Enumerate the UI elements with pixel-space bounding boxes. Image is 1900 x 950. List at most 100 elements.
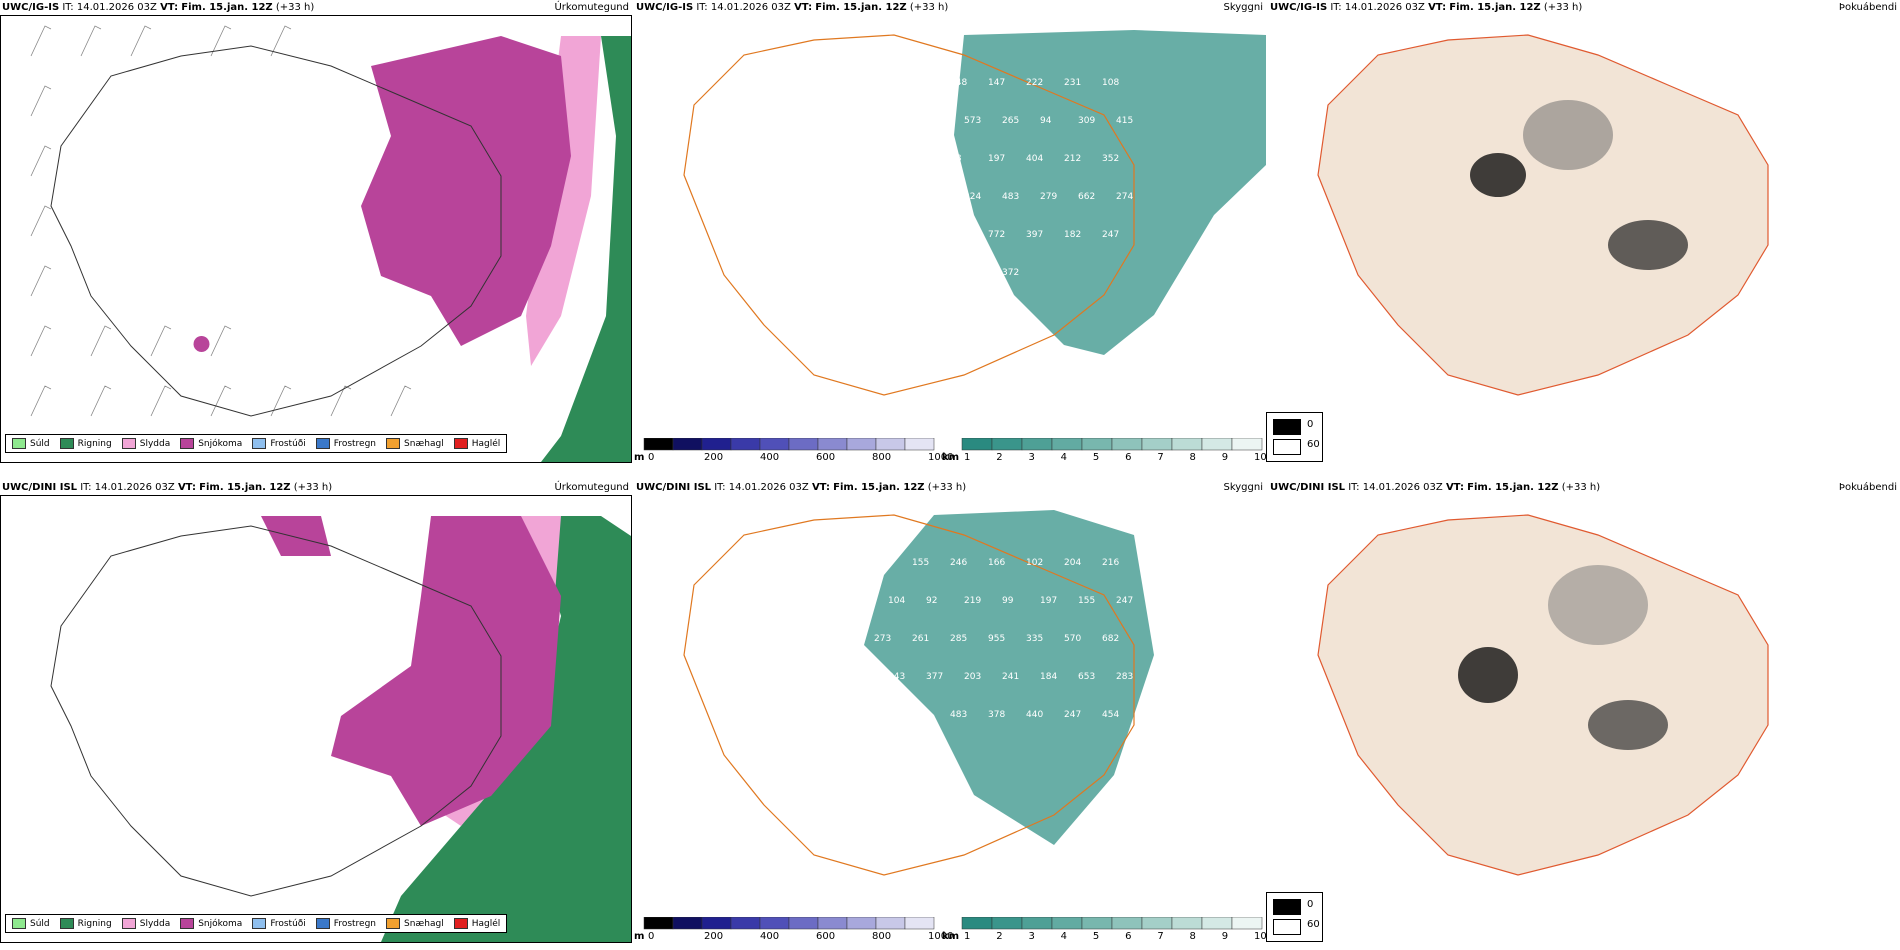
colorbar-svg (643, 917, 1263, 930)
visibility-map: 570 150 248 147 222 231 108 463 651 573 265 94 309 41… (634, 15, 1266, 463)
fog-spot (1548, 565, 1648, 645)
visibility-field (954, 30, 1266, 355)
colorbar-tick: 9 (1221, 452, 1229, 463)
fog-spot (1608, 220, 1688, 270)
cloud-base-value: 450 (964, 268, 981, 278)
colorbar-tick: 6 (1125, 452, 1132, 463)
cloud-base-value: 247 (1116, 596, 1133, 606)
colorbar-tick: 1000 (928, 931, 954, 942)
cloud-colorbar (643, 917, 935, 930)
colorbar-segment (788, 438, 819, 451)
precip-legend: Súld Rigning Slydda Snjókoma Frostúði Fr… (5, 914, 508, 933)
cloud-base-value: 283 (1116, 672, 1133, 682)
vis-unit: km (942, 452, 960, 463)
cloud-colorbar (643, 438, 935, 451)
legend-item: Slydda (121, 438, 170, 449)
colorbar-tick: 10 (1254, 452, 1267, 463)
cloud-base-value: 203 (964, 672, 981, 682)
cloud-base-value: 483 (1002, 192, 1019, 202)
visibility-map-canvas: 163 155 246 166 102 204 216 104 92 219 99 197 155 247… (683, 510, 1154, 876)
colorbar-tick: 4 (1060, 452, 1068, 463)
colorbar-tick: 2 (996, 452, 1003, 463)
precip-map: Súld Rigning Slydda Snjókoma Frostúði Fr… (0, 495, 632, 943)
colorbar-tick: 7 (1157, 452, 1164, 463)
precip-map-canvas (30, 25, 631, 462)
legend-item: Frostúði (252, 438, 306, 449)
cloud-base-value: 92 (926, 596, 937, 606)
visibility-field (864, 510, 1154, 845)
cloud-base-value: 440 (1026, 710, 1043, 720)
cloud-base-value: 155 (1078, 596, 1095, 606)
colorbar-tick: 200 (704, 452, 724, 463)
fog-spot (1588, 700, 1668, 750)
colorbar-segment (991, 438, 1023, 451)
colorbar-segment (1051, 438, 1083, 451)
legend-item: Rigning (59, 438, 112, 449)
panel-title: Úrkomutegund (554, 2, 629, 13)
cloud-base-value: 415 (1116, 116, 1133, 126)
colorbar-segment (991, 917, 1023, 930)
cloud-base-value: 182 (1064, 230, 1081, 240)
colorbar-segment (672, 438, 703, 451)
panel-header: UWC/IG-IS IT: 14.01.2026 03Z VT: Fim. 15… (636, 2, 949, 13)
legend-item: Frostregn (315, 438, 376, 449)
colorbar-segment (904, 917, 935, 930)
colorbar-segment (643, 917, 674, 930)
cloud-base-value: 150 (912, 78, 929, 88)
snow-area (361, 36, 571, 346)
colorbar-tick: 600 (816, 452, 836, 463)
cloud-base-value: 682 (1102, 634, 1119, 644)
colorbar-segment (1201, 438, 1233, 451)
colorbar-segment (1171, 917, 1203, 930)
colorbar-segment (701, 438, 732, 451)
colorbar-tick: 5 (1092, 931, 1100, 942)
colorbar-segment (1231, 917, 1263, 930)
colorbar-segment (701, 917, 732, 930)
fog-legend: 0 60 (1266, 892, 1323, 942)
precip-map: Súld Rigning Slydda Snjókoma Frostúði Fr… (0, 15, 632, 463)
cloud-base-value: 95 (874, 230, 885, 240)
panel-header: UWC/DINI ISL IT: 14.01.2026 03Z VT: Fim.… (2, 482, 333, 493)
fog-map (1268, 15, 1900, 463)
cloud-base-value: 334 (888, 268, 905, 278)
cloud-base-value: 273 (874, 634, 891, 644)
cloud-base-value: 772 (988, 230, 1005, 240)
cloud-base-value: 94 (1040, 116, 1052, 126)
legend-item: Snæhagl (386, 438, 444, 449)
cloud-base-value: 247 (1064, 710, 1081, 720)
cloud-base-value: 241 (912, 154, 929, 164)
visibility-map: 163 155 246 166 102 204 216 104 92 219 99 197 155 247… (634, 495, 1266, 943)
fog-legend: 0 60 (1266, 412, 1323, 462)
cloud-base-value: 274 (1116, 192, 1133, 202)
cloud-unit: m (634, 931, 645, 942)
colorbar-segment (1171, 438, 1203, 451)
iceland-coastline (50, 45, 502, 417)
legend-item: Rigning (59, 918, 112, 929)
cloud-base-value: 197 (988, 154, 1005, 164)
colorbar-segment (759, 917, 790, 930)
precip-type-panel-dini: UWC/DINI ISL IT: 14.01.2026 03Z VT: Fim.… (0, 480, 632, 950)
colorbar-tick: 0 (648, 452, 655, 463)
colorbar-segment (1231, 438, 1263, 451)
colorbar-tick: 400 (760, 931, 780, 942)
colorbar-tick: 1000 (928, 452, 954, 463)
fog-spot (1458, 647, 1518, 703)
colorbar-segment (1201, 917, 1233, 930)
cloud-base-value: 231 (1064, 78, 1081, 88)
vis-unit: km (942, 931, 960, 942)
cloud-base-value: 440 (912, 710, 929, 720)
cloud-base-value: 224 (964, 192, 981, 202)
colorbar-segment (759, 438, 790, 451)
cloud-base-value: 570 (1064, 634, 1081, 644)
panel-title: Þokuábendi (1838, 2, 1897, 13)
fog-spot (1470, 153, 1526, 197)
cloud-base-value: 653 (1078, 672, 1095, 682)
cloud-base-value: 397 (1026, 230, 1043, 240)
cloud-base-value: 454 (1102, 710, 1119, 720)
cloud-base-value: 483 (950, 710, 967, 720)
panel-title: Þokuábendi (1838, 482, 1897, 493)
cloud-base-value: 184 (1040, 672, 1057, 682)
cloud-unit: m (634, 452, 645, 463)
cloud-base-value: 104 (888, 596, 905, 606)
cloud-base-value: 352 (1102, 154, 1119, 164)
